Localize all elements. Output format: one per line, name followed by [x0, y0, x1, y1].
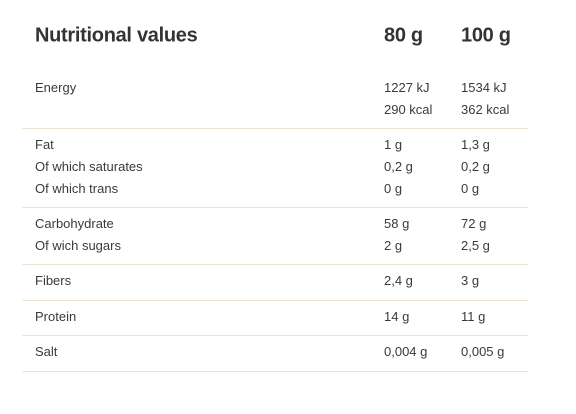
row-separator: [22, 335, 528, 337]
cell-value: 290 kcal: [384, 101, 433, 117]
row-separator: [22, 299, 528, 301]
row-separator: [22, 207, 528, 209]
row-label: Fibers: [35, 273, 72, 289]
cell-value: 1534 kJ: [461, 80, 507, 95]
cell-value: 0,004 g: [384, 344, 428, 360]
cell-value: 362 kcal: [461, 101, 510, 117]
row-separator: [22, 264, 528, 266]
cell-value: 0 g: [384, 180, 403, 196]
cell-value: 14 g: [384, 308, 410, 324]
column-header: 100 g: [461, 24, 511, 47]
cell-value: 0,2 g: [461, 158, 490, 174]
row-label: Salt: [35, 344, 58, 360]
row-label: Fat: [35, 137, 54, 153]
cell-value: 2,4 g: [384, 273, 413, 289]
cell-value: 11 g: [461, 308, 486, 324]
row-label: Energy: [35, 80, 77, 95]
cell-value: 72 g: [461, 216, 487, 232]
row-label: Of which saturates: [35, 158, 143, 174]
cell-value: 0,2 g: [384, 158, 413, 174]
cell-value: 2 g: [384, 237, 403, 253]
cell-value: 0 g: [461, 180, 480, 196]
row-separator: [22, 370, 528, 372]
column-header: 80 g: [384, 24, 423, 47]
cell-value: 0,005 g: [461, 344, 505, 360]
row-label: Of wich sugars: [35, 237, 121, 253]
cell-value: 1227 kJ: [384, 80, 430, 95]
cell-value: 1 g: [384, 137, 403, 153]
row-separator: [22, 128, 528, 130]
cell-value: 58 g: [384, 216, 410, 232]
row-label: Protein: [35, 308, 77, 324]
cell-value: 3 g: [461, 273, 480, 289]
table-title: Nutritional values: [35, 24, 198, 47]
row-label: Carbohydrate: [35, 216, 114, 232]
cell-value: 1,3 g: [461, 137, 490, 153]
row-label: Of which trans: [35, 180, 119, 196]
cell-value: 2,5 g: [461, 237, 490, 253]
